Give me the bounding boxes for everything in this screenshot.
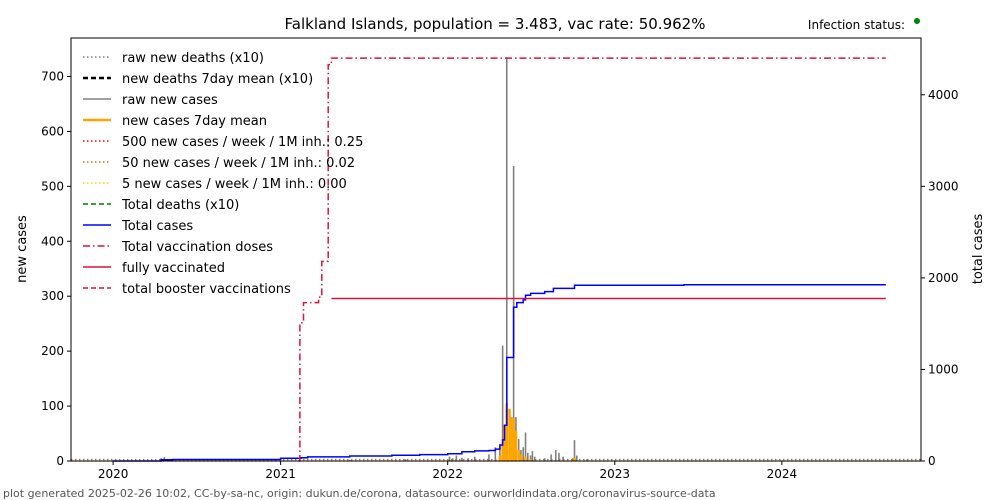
y2-tick-label: 1000 (928, 362, 959, 376)
infection-status-dot (914, 18, 920, 24)
legend-label: raw new cases (122, 93, 218, 108)
x-tick-label: 2020 (98, 467, 129, 481)
y2-tick-label: 2000 (928, 271, 959, 285)
legend: raw new deaths (x10) new deaths 7day mean… (83, 51, 363, 297)
chart-title: Falkland Islands, population = 3.483, va… (285, 15, 706, 33)
x-tick-label: 2023 (600, 467, 631, 481)
infection-status-label: Infection status: (808, 18, 905, 32)
y-tick-label: 500 (41, 179, 64, 193)
legend-entry: 50 new cases / week / 1M inh.: 0.02 (83, 156, 355, 171)
y-tick-label: 200 (41, 344, 64, 358)
legend-entry: raw new cases (83, 93, 218, 108)
y-axis-left: 0 100 200 300 400 500 600 700 (41, 69, 71, 468)
legend-label: new cases 7day mean (122, 114, 267, 129)
plot-frame (70, 37, 922, 462)
y2-tick-label: 3000 (928, 179, 959, 193)
x-axis: 2020 2021 2022 2023 2024 (98, 461, 797, 481)
legend-label: fully vaccinated (122, 261, 225, 276)
y-axis-right: 0 1000 2000 3000 4000 (921, 88, 959, 468)
x-tick-label: 2021 (265, 467, 296, 481)
series-line (298, 57, 886, 462)
x-tick-label: 2022 (432, 467, 463, 481)
legend-label: 5 new cases / week / 1M inh.: 0.00 (122, 177, 347, 192)
legend-entry: new deaths 7day mean (x10) (83, 72, 313, 87)
y-tick-label: 600 (41, 124, 64, 138)
footer-note: plot generated 2025-02-26 10:02, CC-by-s… (3, 487, 716, 500)
y-tick-label: 100 (41, 399, 64, 413)
y-tick-label: 0 (56, 454, 64, 468)
y-axis-left-label: new cases (15, 215, 30, 283)
legend-label: Total cases (121, 219, 193, 234)
y2-tick-label: 0 (928, 454, 936, 468)
y-tick-label: 700 (41, 69, 64, 83)
legend-entry: Total deaths (x10) (83, 198, 239, 213)
legend-entry: Total vaccination doses (83, 240, 273, 255)
legend-entry: 500 new cases / week / 1M inh.: 0.25 (83, 135, 363, 150)
legend-label: total booster vaccinations (122, 282, 291, 297)
x-tick-label: 2024 (767, 467, 798, 481)
legend-label: Total deaths (x10) (121, 198, 239, 213)
y-tick-label: 300 (41, 289, 64, 303)
legend-entry: raw new deaths (x10) (83, 51, 264, 66)
y-tick-label: 400 (41, 234, 64, 248)
legend-entry: total booster vaccinations (83, 282, 291, 297)
legend-label: 50 new cases / week / 1M inh.: 0.02 (122, 156, 355, 171)
legend-entry: fully vaccinated (83, 261, 225, 276)
legend-label: new deaths 7day mean (x10) (122, 72, 313, 87)
legend-label: 500 new cases / week / 1M inh.: 0.25 (122, 135, 363, 150)
legend-entry: new cases 7day mean (83, 114, 267, 129)
y2-tick-label: 4000 (928, 88, 959, 102)
legend-entry: Total cases (83, 219, 193, 234)
y-axis-right-label: total cases (971, 214, 986, 285)
legend-label: Total vaccination doses (121, 240, 273, 255)
legend-entry: 5 new cases / week / 1M inh.: 0.00 (83, 177, 347, 192)
legend-label: raw new deaths (x10) (122, 51, 264, 66)
series-line (112, 284, 886, 462)
